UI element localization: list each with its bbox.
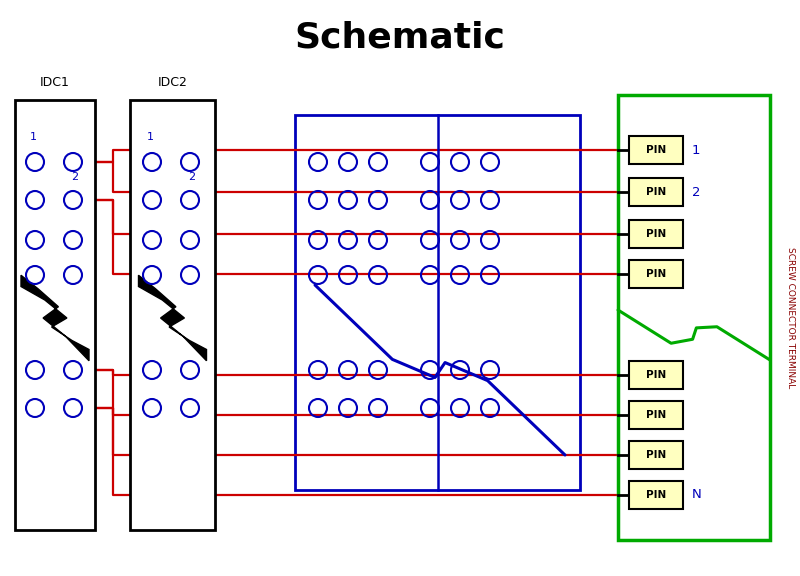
Text: 2: 2	[71, 172, 78, 182]
Text: 2: 2	[692, 185, 701, 199]
Text: 1: 1	[692, 143, 701, 157]
Text: PIN: PIN	[646, 187, 666, 197]
Polygon shape	[138, 275, 206, 361]
Text: PIN: PIN	[646, 410, 666, 420]
FancyBboxPatch shape	[629, 136, 683, 164]
Text: 1: 1	[30, 132, 37, 142]
FancyBboxPatch shape	[629, 220, 683, 248]
Text: IDC1: IDC1	[40, 75, 70, 89]
Text: PIN: PIN	[646, 229, 666, 239]
Text: PIN: PIN	[646, 145, 666, 155]
Text: Schematic: Schematic	[294, 21, 506, 55]
Bar	[15, 100, 95, 530]
Text: IDC2: IDC2	[158, 75, 187, 89]
FancyBboxPatch shape	[629, 260, 683, 288]
FancyBboxPatch shape	[629, 481, 683, 509]
Text: PIN: PIN	[646, 269, 666, 279]
Polygon shape	[21, 275, 89, 361]
Text: 1: 1	[146, 132, 154, 142]
Bar	[295, 115, 580, 490]
Bar	[618, 95, 770, 540]
Text: 2: 2	[189, 172, 195, 182]
FancyBboxPatch shape	[629, 441, 683, 469]
Text: SCREW CONNECTOR TERMINAL: SCREW CONNECTOR TERMINAL	[786, 247, 794, 389]
Text: N: N	[692, 488, 702, 502]
FancyBboxPatch shape	[629, 361, 683, 389]
Text: PIN: PIN	[646, 450, 666, 460]
Text: PIN: PIN	[646, 370, 666, 380]
Bar	[130, 100, 215, 530]
Text: PIN: PIN	[646, 490, 666, 500]
FancyBboxPatch shape	[629, 178, 683, 206]
FancyBboxPatch shape	[629, 401, 683, 429]
